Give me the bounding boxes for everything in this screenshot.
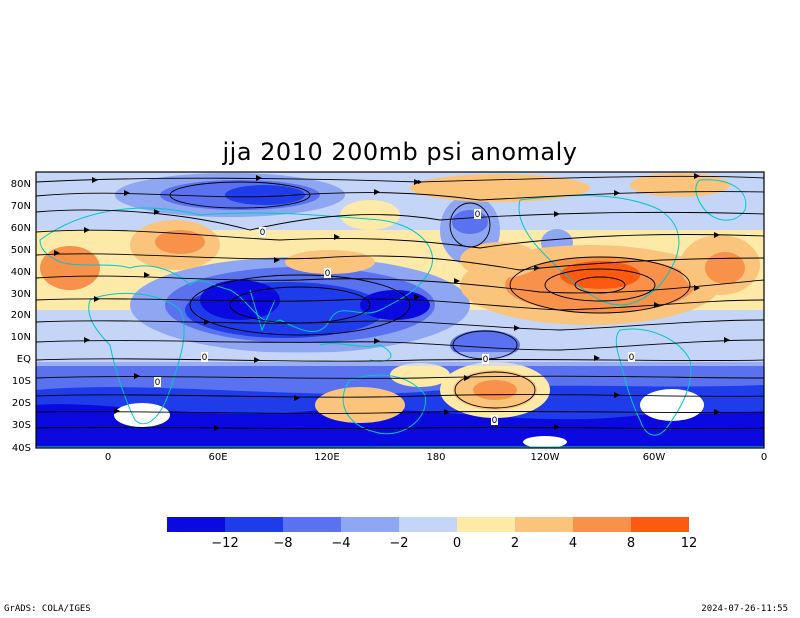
colorbar-swatch: [631, 517, 689, 532]
lat-label: 10N: [11, 332, 31, 343]
lat-label: 40N: [11, 267, 31, 278]
lon-label: 0: [105, 452, 111, 463]
lat-label: 30N: [11, 289, 31, 300]
lat-label: 40S: [12, 443, 31, 454]
colorbar-swatch: [457, 517, 515, 532]
colorbar: −12 −8 −4 −2 0 2 4 8 12: [167, 517, 697, 551]
lon-label: 120E: [314, 452, 339, 463]
contour-label: 0: [154, 377, 161, 388]
shaded-field: [36, 172, 764, 448]
lat-label: 70N: [11, 201, 31, 212]
colorbar-tick-label: −8: [273, 536, 292, 551]
colorbar-swatch: [515, 517, 573, 532]
contour-label: 0: [324, 268, 331, 279]
lat-label: 30S: [12, 420, 31, 431]
colorbar-tick-label: −2: [389, 536, 408, 551]
colorbar-tick-label: 2: [511, 536, 519, 551]
svg-text:0: 0: [492, 416, 498, 426]
coastlines: [36, 179, 764, 448]
svg-text:0: 0: [629, 353, 635, 363]
colorbar-swatch: [341, 517, 399, 532]
svg-text:0: 0: [202, 353, 208, 363]
footer-credit: GrADS: COLA/IGES: [4, 604, 91, 614]
lon-label: 0: [761, 452, 767, 463]
lat-label: 20S: [12, 398, 31, 409]
svg-text:0: 0: [155, 378, 161, 388]
contour-label: 0: [491, 415, 498, 426]
latitude-labels: 80N 70N 60N 50N 40N 30N 20N 10N EQ 10S 2…: [11, 179, 31, 454]
page-title: jja 2010 200mb psi anomaly: [222, 138, 578, 166]
lon-label: 60W: [643, 452, 666, 463]
colorbar-tick-label: −12: [211, 536, 238, 551]
colorbar-swatch: [283, 517, 341, 532]
lat-label: EQ: [17, 354, 31, 365]
lon-label: 60E: [208, 452, 227, 463]
contour-labels: 0 0 0 0 0 0 0 0: [154, 209, 635, 426]
lat-label: 20N: [11, 310, 31, 321]
colorbar-tick-label: −4: [331, 536, 350, 551]
colorbar-tick-label: 12: [681, 536, 698, 551]
footer-timestamp: 2024-07-26-11:55: [701, 604, 788, 614]
streamline-arrows: [54, 173, 730, 431]
colorbar-tick-label: 0: [453, 536, 461, 551]
colorbar-tick-label: 8: [627, 536, 635, 551]
lat-label: 80N: [11, 179, 31, 190]
contour-label: 0: [259, 227, 266, 238]
contour-label: 0: [482, 354, 489, 365]
contour-label: 0: [628, 352, 635, 363]
lon-label: 180: [426, 452, 445, 463]
svg-text:0: 0: [325, 269, 331, 279]
lat-label: 50N: [11, 245, 31, 256]
lat-label: 10S: [12, 376, 31, 387]
longitude-labels: 0 60E 120E 180 120W 60W 0: [105, 452, 767, 463]
colorbar-tick-label: 4: [569, 536, 577, 551]
svg-text:0: 0: [483, 355, 489, 365]
colorbar-swatch: [399, 517, 457, 532]
axis-ticks: [35, 172, 765, 449]
lon-label: 120W: [531, 452, 560, 463]
contour-label: 0: [201, 352, 208, 363]
svg-text:0: 0: [260, 228, 266, 238]
svg-text:0: 0: [475, 210, 481, 220]
colorbar-swatch: [225, 517, 283, 532]
lat-label: 60N: [11, 223, 31, 234]
colorbar-swatch: [573, 517, 631, 532]
contour-label: 0: [474, 209, 481, 220]
colorbar-swatch: [167, 517, 225, 532]
